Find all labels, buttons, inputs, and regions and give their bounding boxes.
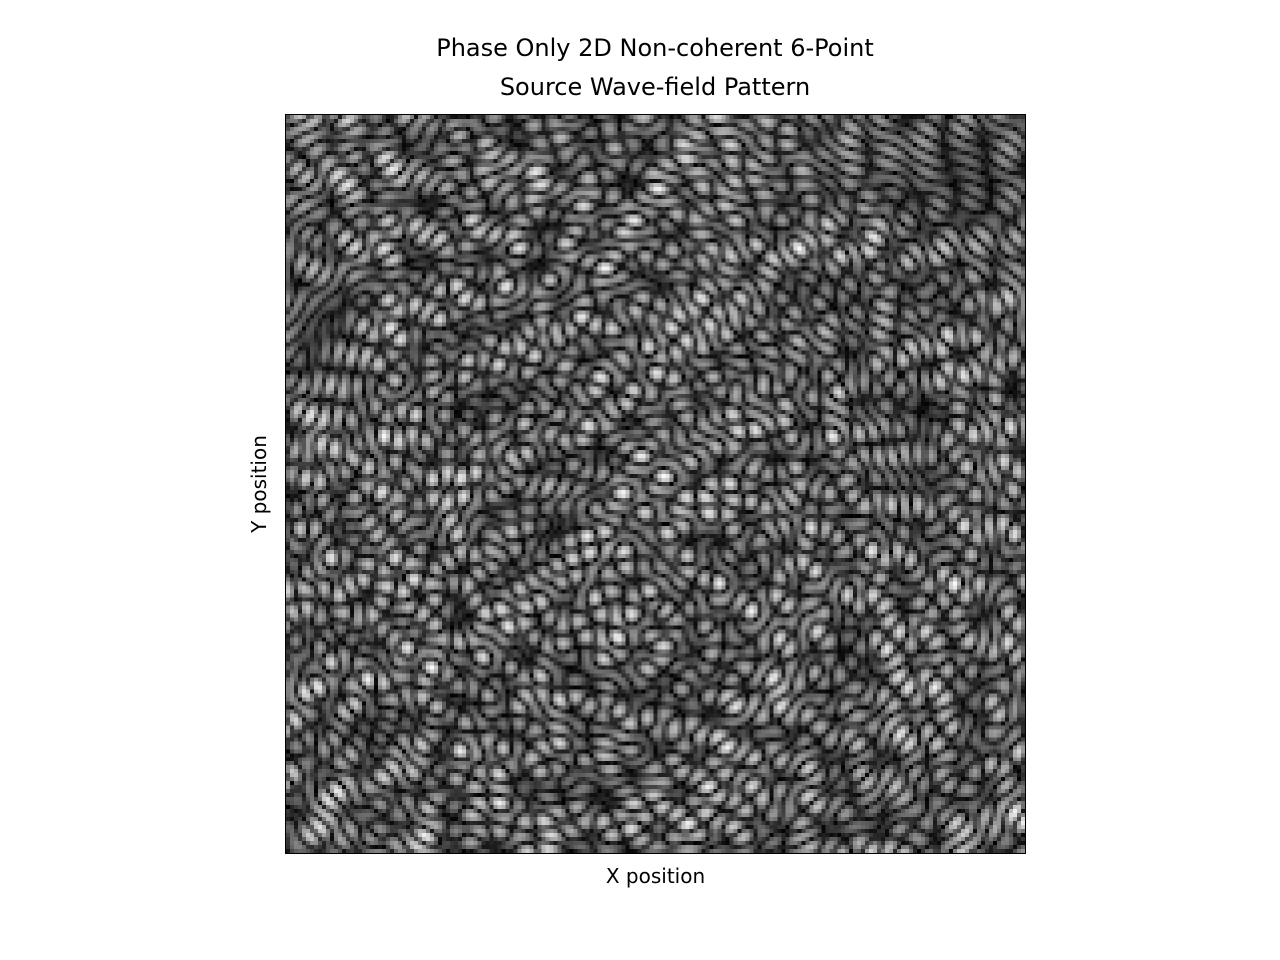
chart-title-line-1: Phase Only 2D Non-coherent 6-Point: [436, 34, 874, 62]
y-axis-label: Y position: [247, 435, 271, 533]
wave-field-image: [286, 115, 1025, 853]
chart-title-line-2: Source Wave-field Pattern: [499, 73, 811, 101]
plot-area: [285, 114, 1026, 854]
x-axis-label: X position: [605, 864, 706, 888]
